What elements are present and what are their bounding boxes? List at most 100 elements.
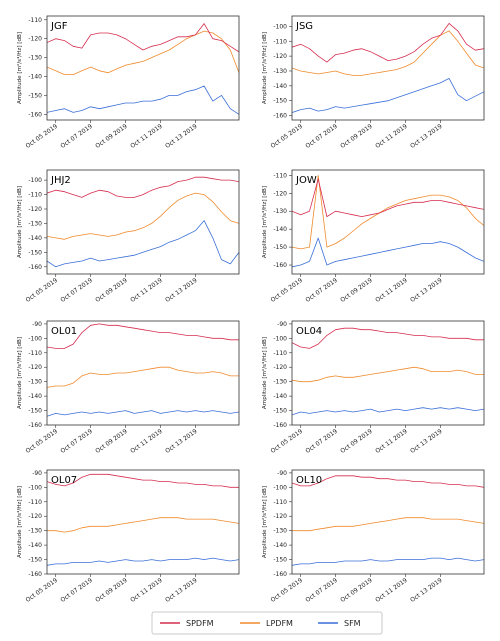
y-tick-label: -140 bbox=[28, 542, 42, 549]
y-tick-label: -110 bbox=[28, 17, 42, 24]
x-tick-label: Oct 05 2019 bbox=[269, 577, 304, 604]
x-tick-label: Oct 07 2019 bbox=[304, 123, 339, 150]
y-tick-label: -140 bbox=[28, 235, 42, 242]
x-tick-label: Oct 07 2019 bbox=[59, 428, 94, 455]
series-line-lpdfm bbox=[292, 517, 484, 532]
y-axis-label: Amplitude [m²/s⁴/Hz] [dB] bbox=[16, 32, 23, 104]
panel-title: OL01 bbox=[51, 326, 77, 337]
y-tick-label: -120 bbox=[28, 206, 42, 213]
y-tick-label: -150 bbox=[28, 249, 42, 256]
x-tick-label: Oct 05 2019 bbox=[269, 123, 304, 150]
legend-label-lpdfm: LPDFM bbox=[266, 619, 293, 628]
plot-frame bbox=[291, 320, 485, 426]
y-tick-label: -140 bbox=[273, 393, 287, 400]
y-tick-label: -140 bbox=[273, 542, 287, 549]
panel-title: OL04 bbox=[296, 326, 322, 337]
series-line-lpdfm bbox=[47, 366, 239, 388]
panel-title: JHJ2 bbox=[50, 175, 71, 186]
y-tick-label: -100 bbox=[28, 484, 42, 491]
series-line-spdfm bbox=[292, 22, 484, 63]
y-tick-label: -130 bbox=[28, 220, 42, 227]
panel-title: JGF bbox=[50, 21, 68, 32]
y-tick-label: -110 bbox=[273, 172, 287, 179]
y-tick-label: -90 bbox=[277, 470, 287, 477]
x-tick-label: Oct 09 2019 bbox=[94, 577, 129, 604]
y-tick-label: -110 bbox=[28, 192, 42, 199]
x-tick-label: Oct 05 2019 bbox=[269, 277, 304, 304]
series-line-spdfm bbox=[47, 23, 239, 53]
x-tick-label: Oct 11 2019 bbox=[129, 123, 164, 150]
y-tick-label: -130 bbox=[28, 55, 42, 62]
y-tick-label: -130 bbox=[273, 528, 287, 535]
x-tick-label: Oct 05 2019 bbox=[269, 428, 304, 455]
x-tick-label: Oct 11 2019 bbox=[129, 428, 164, 455]
y-axis-label: Amplitude [m²/s⁴/Hz] [dB] bbox=[261, 32, 268, 104]
y-tick-label: -100 bbox=[273, 484, 287, 491]
y-tick-label: -110 bbox=[28, 499, 42, 506]
x-tick-label: Oct 09 2019 bbox=[339, 577, 374, 604]
series-line-lpdfm bbox=[292, 366, 484, 383]
y-tick-label: -120 bbox=[28, 513, 42, 520]
x-tick-label: Oct 05 2019 bbox=[24, 577, 59, 604]
series-line-spdfm bbox=[47, 176, 239, 198]
panel-title: JSG bbox=[295, 21, 313, 32]
panel-title: OL07 bbox=[51, 475, 77, 486]
series-line-sfm bbox=[47, 85, 239, 115]
y-axis-label: Amplitude [m²/s⁴/Hz] [dB] bbox=[261, 186, 268, 258]
series-line-spdfm bbox=[47, 473, 239, 488]
y-tick-label: -160 bbox=[28, 571, 42, 578]
y-tick-label: -160 bbox=[273, 422, 287, 429]
y-tick-label: -150 bbox=[273, 408, 287, 415]
y-tick-label: -100 bbox=[273, 335, 287, 342]
x-tick-label: Oct 13 2019 bbox=[409, 277, 444, 304]
x-tick-label: Oct 11 2019 bbox=[374, 123, 409, 150]
plot-frame bbox=[46, 169, 240, 275]
series-line-sfm bbox=[292, 78, 484, 113]
y-tick-label: -120 bbox=[28, 36, 42, 43]
y-tick-label: -160 bbox=[28, 422, 42, 429]
y-tick-label: -120 bbox=[273, 53, 287, 60]
plot-frame bbox=[46, 15, 240, 121]
y-tick-label: -100 bbox=[273, 23, 287, 30]
x-tick-label: Oct 05 2019 bbox=[24, 123, 59, 150]
plot-frame bbox=[291, 15, 485, 121]
series-line-sfm bbox=[47, 557, 239, 566]
y-tick-label: -140 bbox=[273, 83, 287, 90]
y-tick-label: -130 bbox=[28, 528, 42, 535]
y-tick-label: -90 bbox=[32, 321, 42, 328]
series-line-sfm bbox=[47, 410, 239, 417]
y-tick-label: -90 bbox=[32, 470, 42, 477]
y-tick-label: -150 bbox=[273, 244, 287, 251]
legend-label-spdfm: SPDFM bbox=[186, 619, 214, 628]
y-tick-label: -160 bbox=[28, 111, 42, 118]
y-axis-label: Amplitude [m²/s⁴/Hz] [dB] bbox=[16, 186, 23, 258]
y-axis-label: Amplitude [m²/s⁴/Hz] [dB] bbox=[16, 486, 23, 558]
y-tick-label: -110 bbox=[273, 38, 287, 45]
y-tick-label: -120 bbox=[28, 364, 42, 371]
x-tick-label: Oct 09 2019 bbox=[339, 277, 374, 304]
series-line-lpdfm bbox=[47, 517, 239, 533]
x-tick-label: Oct 07 2019 bbox=[59, 277, 94, 304]
x-tick-label: Oct 07 2019 bbox=[304, 428, 339, 455]
plot-frame bbox=[46, 320, 240, 426]
x-tick-label: Oct 13 2019 bbox=[409, 123, 444, 150]
plot-frame bbox=[291, 169, 485, 275]
y-tick-label: -130 bbox=[273, 379, 287, 386]
y-tick-label: -160 bbox=[273, 113, 287, 120]
x-tick-label: Oct 09 2019 bbox=[94, 428, 129, 455]
y-tick-label: -100 bbox=[28, 335, 42, 342]
x-tick-label: Oct 13 2019 bbox=[409, 428, 444, 455]
legend-label-sfm: SFM bbox=[344, 619, 361, 628]
y-axis-label: Amplitude [m²/s⁴/Hz] [dB] bbox=[16, 337, 23, 409]
y-tick-label: -110 bbox=[273, 350, 287, 357]
y-tick-label: -140 bbox=[273, 226, 287, 233]
y-axis-label: Amplitude [m²/s⁴/Hz] [dB] bbox=[261, 486, 268, 558]
series-line-spdfm bbox=[292, 178, 484, 218]
series-line-lpdfm bbox=[47, 192, 239, 240]
